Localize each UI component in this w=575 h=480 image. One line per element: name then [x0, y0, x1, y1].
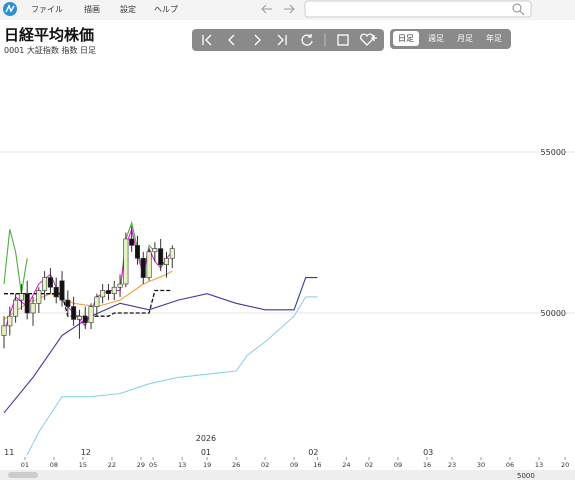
x-tick-label: 20	[561, 461, 569, 469]
plot: 50000 55000 01 08 15 22 29 05 13 19 26 02 09 16 24 02 09…	[0, 148, 575, 469]
candle-body	[59, 280, 65, 301]
candle-body	[24, 293, 30, 314]
x-tick-label: 19	[203, 461, 211, 469]
candle-body	[88, 306, 94, 323]
first-button[interactable]	[202, 34, 212, 46]
table-button[interactable]	[337, 34, 349, 46]
candle-body	[71, 306, 77, 320]
x-tick-label: 23	[448, 461, 456, 469]
forward-button[interactable]	[284, 4, 295, 14]
x-tick-label: 26	[232, 461, 240, 469]
month-label: 03	[423, 448, 433, 457]
indicator-line	[26, 296, 318, 455]
x-tick-label: 09	[394, 461, 402, 469]
candle-body	[42, 277, 48, 291]
candle-body	[158, 248, 164, 265]
x-tick-label: 16	[313, 461, 321, 469]
menu-item[interactable]: 描画	[84, 4, 100, 14]
x-tick-label: 08	[50, 461, 58, 469]
candle-body	[76, 315, 82, 320]
x-tick-label: 30	[477, 461, 485, 469]
candle-body	[169, 248, 175, 259]
back-button[interactable]	[261, 4, 272, 14]
x-tick-label: 05	[149, 461, 157, 469]
candle-body	[47, 277, 53, 288]
prev-button[interactable]	[228, 34, 235, 46]
candle-body	[163, 257, 169, 265]
x-tick-label: 13	[178, 461, 186, 469]
candle-body	[152, 248, 158, 253]
candle-body	[65, 299, 71, 307]
candle-body	[53, 286, 59, 298]
candle-body	[129, 238, 135, 246]
indicator-line	[3, 277, 318, 414]
candle-body	[36, 290, 42, 304]
candle-body	[94, 296, 100, 307]
candle-body	[30, 303, 36, 314]
period-button[interactable]: 年足	[486, 33, 502, 43]
menu-item[interactable]: 設定	[120, 4, 136, 14]
scrollbar[interactable]	[0, 470, 575, 480]
x-tick-label: 29	[137, 461, 145, 469]
x-tick-label: 09	[290, 461, 298, 469]
x-tick-label: 02	[365, 461, 373, 469]
menu-item[interactable]: ファイル	[31, 5, 63, 14]
x-tick-label: 06	[506, 461, 514, 469]
search-box[interactable]	[304, 0, 532, 18]
candle-body	[7, 315, 13, 327]
x-tick-label: 02	[261, 461, 269, 469]
x-tick-label: 15	[79, 461, 87, 469]
menu-item[interactable]: ヘルプ	[154, 5, 178, 14]
scale-label: 5000	[517, 472, 535, 480]
toolbar	[192, 29, 384, 51]
next-button[interactable]	[254, 34, 261, 46]
search-icon	[512, 3, 522, 13]
scroll-thumb[interactable]	[8, 472, 38, 478]
title: 日経平均株価	[4, 26, 94, 44]
candle-body	[18, 293, 24, 301]
candle-body	[13, 299, 19, 317]
x-tick-label: 13	[535, 461, 543, 469]
x-tick-label: 24	[342, 461, 350, 469]
y-tick-label: 50000	[541, 309, 566, 318]
x-tick-label: 01	[21, 461, 29, 469]
period-bar	[390, 29, 511, 49]
month-label: 12	[81, 448, 91, 457]
candle-body	[100, 290, 106, 298]
x-tick-label: 22	[108, 461, 116, 469]
candle-body	[134, 245, 140, 259]
month-label: 01	[201, 448, 211, 457]
last-button[interactable]	[277, 34, 287, 46]
period-button[interactable]: 週足	[428, 34, 444, 43]
year-label: 2026	[196, 434, 216, 443]
candle-body	[117, 283, 123, 288]
favorite-button[interactable]	[360, 33, 377, 46]
month-label: 02	[308, 448, 318, 457]
period-button[interactable]: 日足	[398, 34, 414, 43]
y-tick-label: 55000	[541, 148, 566, 157]
search-icon	[519, 10, 525, 16]
month-label: 11	[4, 448, 14, 457]
candle-body	[82, 315, 88, 323]
period-button[interactable]: 月足	[457, 34, 473, 43]
x-tick-label: 16	[423, 461, 431, 469]
logo-mark	[5, 4, 15, 13]
subtitle: 0001 大証指数 指数 日足	[4, 45, 96, 55]
candle-body	[1, 325, 7, 336]
reload-button[interactable]	[301, 34, 313, 46]
candle-body	[123, 238, 129, 285]
indicator-line	[3, 227, 173, 333]
candle-body	[105, 290, 111, 294]
toolbar-icons	[202, 33, 377, 46]
period-selected	[393, 31, 419, 46]
candle-body	[146, 251, 152, 278]
candle-body	[140, 257, 146, 278]
candle-body	[111, 286, 117, 294]
